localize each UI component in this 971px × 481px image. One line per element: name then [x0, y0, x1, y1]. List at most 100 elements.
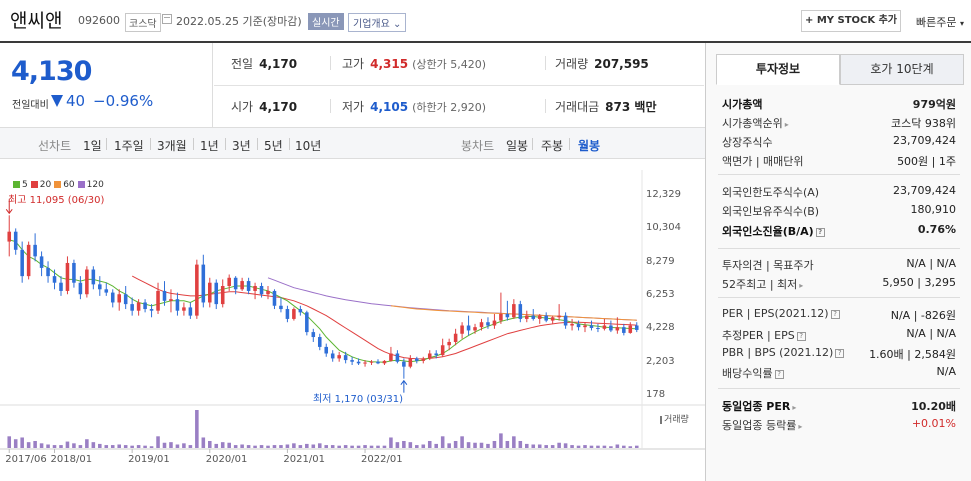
candle-body — [208, 282, 212, 303]
candle-body — [246, 281, 251, 291]
period-1d-button[interactable]: 1일 — [83, 139, 102, 153]
info-value: 180,910 — [910, 203, 957, 216]
volume-bar — [337, 445, 341, 448]
volume-bar — [395, 442, 400, 448]
weekly-candle-button[interactable]: 주봉 — [541, 139, 564, 153]
volume-bar — [473, 442, 477, 448]
candle-chart-label: 봉차트 — [461, 139, 495, 153]
candle-body — [570, 323, 574, 326]
candle-body — [169, 299, 173, 301]
daily-candle-button[interactable]: 일봉 — [506, 139, 529, 153]
tab-investment-info[interactable]: 투자정보 — [716, 54, 840, 85]
volume-bar — [589, 445, 594, 448]
info-label: PBR | BPS (2021.12)? — [722, 346, 845, 359]
tab-orderbook[interactable]: 호가 10단계 — [840, 54, 964, 85]
candle-body — [201, 264, 206, 303]
help-icon[interactable]: ? — [815, 227, 825, 237]
candle-body — [330, 353, 335, 359]
period-3m-button[interactable]: 3개월 — [157, 139, 187, 153]
volume-bar — [98, 443, 102, 448]
info-value: 979억원 — [912, 98, 956, 111]
caret-right-icon[interactable]: ▸ — [798, 422, 803, 431]
candle-body — [408, 358, 413, 367]
period-1w-button[interactable]: 1주일 — [114, 139, 144, 153]
volume-bar — [421, 444, 426, 448]
volume-bar — [311, 444, 316, 448]
candle-body — [85, 269, 89, 295]
volume-bar — [220, 442, 225, 448]
caret-right-icon[interactable]: ▸ — [799, 281, 804, 290]
candle-body — [473, 327, 477, 331]
candle-body — [447, 341, 451, 346]
help-icon[interactable]: ? — [774, 369, 784, 379]
divider — [718, 248, 960, 249]
candle-body — [39, 256, 44, 268]
volume-bar — [363, 445, 367, 448]
candle-body — [156, 290, 160, 311]
candle-body — [298, 309, 303, 313]
stock-code: 092600 — [78, 14, 120, 27]
monthly-candle-button[interactable]: 월봉 — [578, 139, 601, 153]
period-5y-button[interactable]: 5년 — [264, 139, 283, 153]
info-value: 10.20배 — [911, 400, 956, 413]
chart-legend: 5 20 60 120 — [10, 180, 104, 190]
info-label: 투자의견 | 목표주가 — [722, 259, 814, 272]
volume-bar — [615, 444, 620, 448]
candle-body — [240, 281, 244, 290]
realtime-button[interactable]: 실시간 — [308, 13, 344, 30]
candle-body — [634, 325, 639, 330]
volume-bar — [343, 445, 348, 448]
volume-bar — [117, 444, 121, 448]
caret-right-icon[interactable]: ▸ — [792, 403, 797, 412]
legend-swatch — [13, 181, 20, 188]
candle-body — [136, 302, 141, 311]
period-3y-button[interactable]: 3년 — [232, 139, 251, 153]
x-tick-label: 2017/06 — [5, 454, 47, 465]
help-icon[interactable]: ? — [796, 331, 806, 341]
volume-bar — [7, 436, 12, 448]
volume: 거래량 207,595 — [555, 57, 649, 71]
divider — [532, 138, 533, 150]
volume-bar — [389, 437, 393, 448]
quick-order-button[interactable]: 빠른주문 ▾ — [916, 16, 964, 29]
price-summary: 4,130 전일대비 40 −0.96% — [0, 43, 213, 127]
divider — [330, 99, 331, 113]
volume-label: 거래량 — [660, 412, 689, 425]
info-label: 시가총액 — [722, 98, 763, 111]
divider — [257, 138, 258, 150]
candle-body — [13, 231, 18, 250]
candle-body — [596, 327, 600, 329]
open-price: 시가 4,170 — [231, 100, 298, 114]
line-chart-label: 선차트 — [38, 139, 72, 153]
volume-bar — [298, 445, 303, 448]
caret-right-icon[interactable]: ▸ — [784, 120, 789, 129]
volume-bar — [91, 442, 96, 448]
candle-body — [525, 315, 529, 319]
info-row: 외국인보유주식수(B) 180,910 — [722, 203, 956, 221]
volume-bar — [479, 442, 484, 448]
help-icon[interactable]: ? — [830, 309, 840, 319]
volume-bar — [130, 445, 134, 448]
header-divider — [0, 41, 971, 43]
info-label: 배당수익률? — [722, 365, 784, 381]
help-icon[interactable]: ? — [835, 348, 845, 358]
volume-bar — [33, 440, 37, 448]
divider — [289, 138, 290, 150]
volume-bar — [143, 445, 147, 448]
volume-bar — [531, 444, 536, 448]
candle-body — [253, 286, 257, 291]
period-1y-button[interactable]: 1년 — [200, 139, 219, 153]
candle-body — [337, 355, 341, 359]
company-overview-button[interactable]: 기업개요 ⌄ — [348, 13, 407, 32]
info-label: 추정PER | EPS? — [722, 327, 806, 343]
candle-body — [143, 302, 147, 310]
volume-bar — [544, 445, 548, 448]
info-label: 52주최고 | 최저 ▸ — [722, 278, 804, 291]
x-tick-label: 2020/01 — [205, 454, 248, 465]
candle-body — [182, 307, 186, 311]
add-my-stock-button[interactable]: + MY STOCK 추가 — [801, 10, 901, 32]
divider — [106, 138, 107, 150]
info-label: 상장주식수 — [722, 136, 773, 149]
volume-bar — [376, 445, 380, 448]
period-10y-button[interactable]: 10년 — [295, 139, 322, 153]
